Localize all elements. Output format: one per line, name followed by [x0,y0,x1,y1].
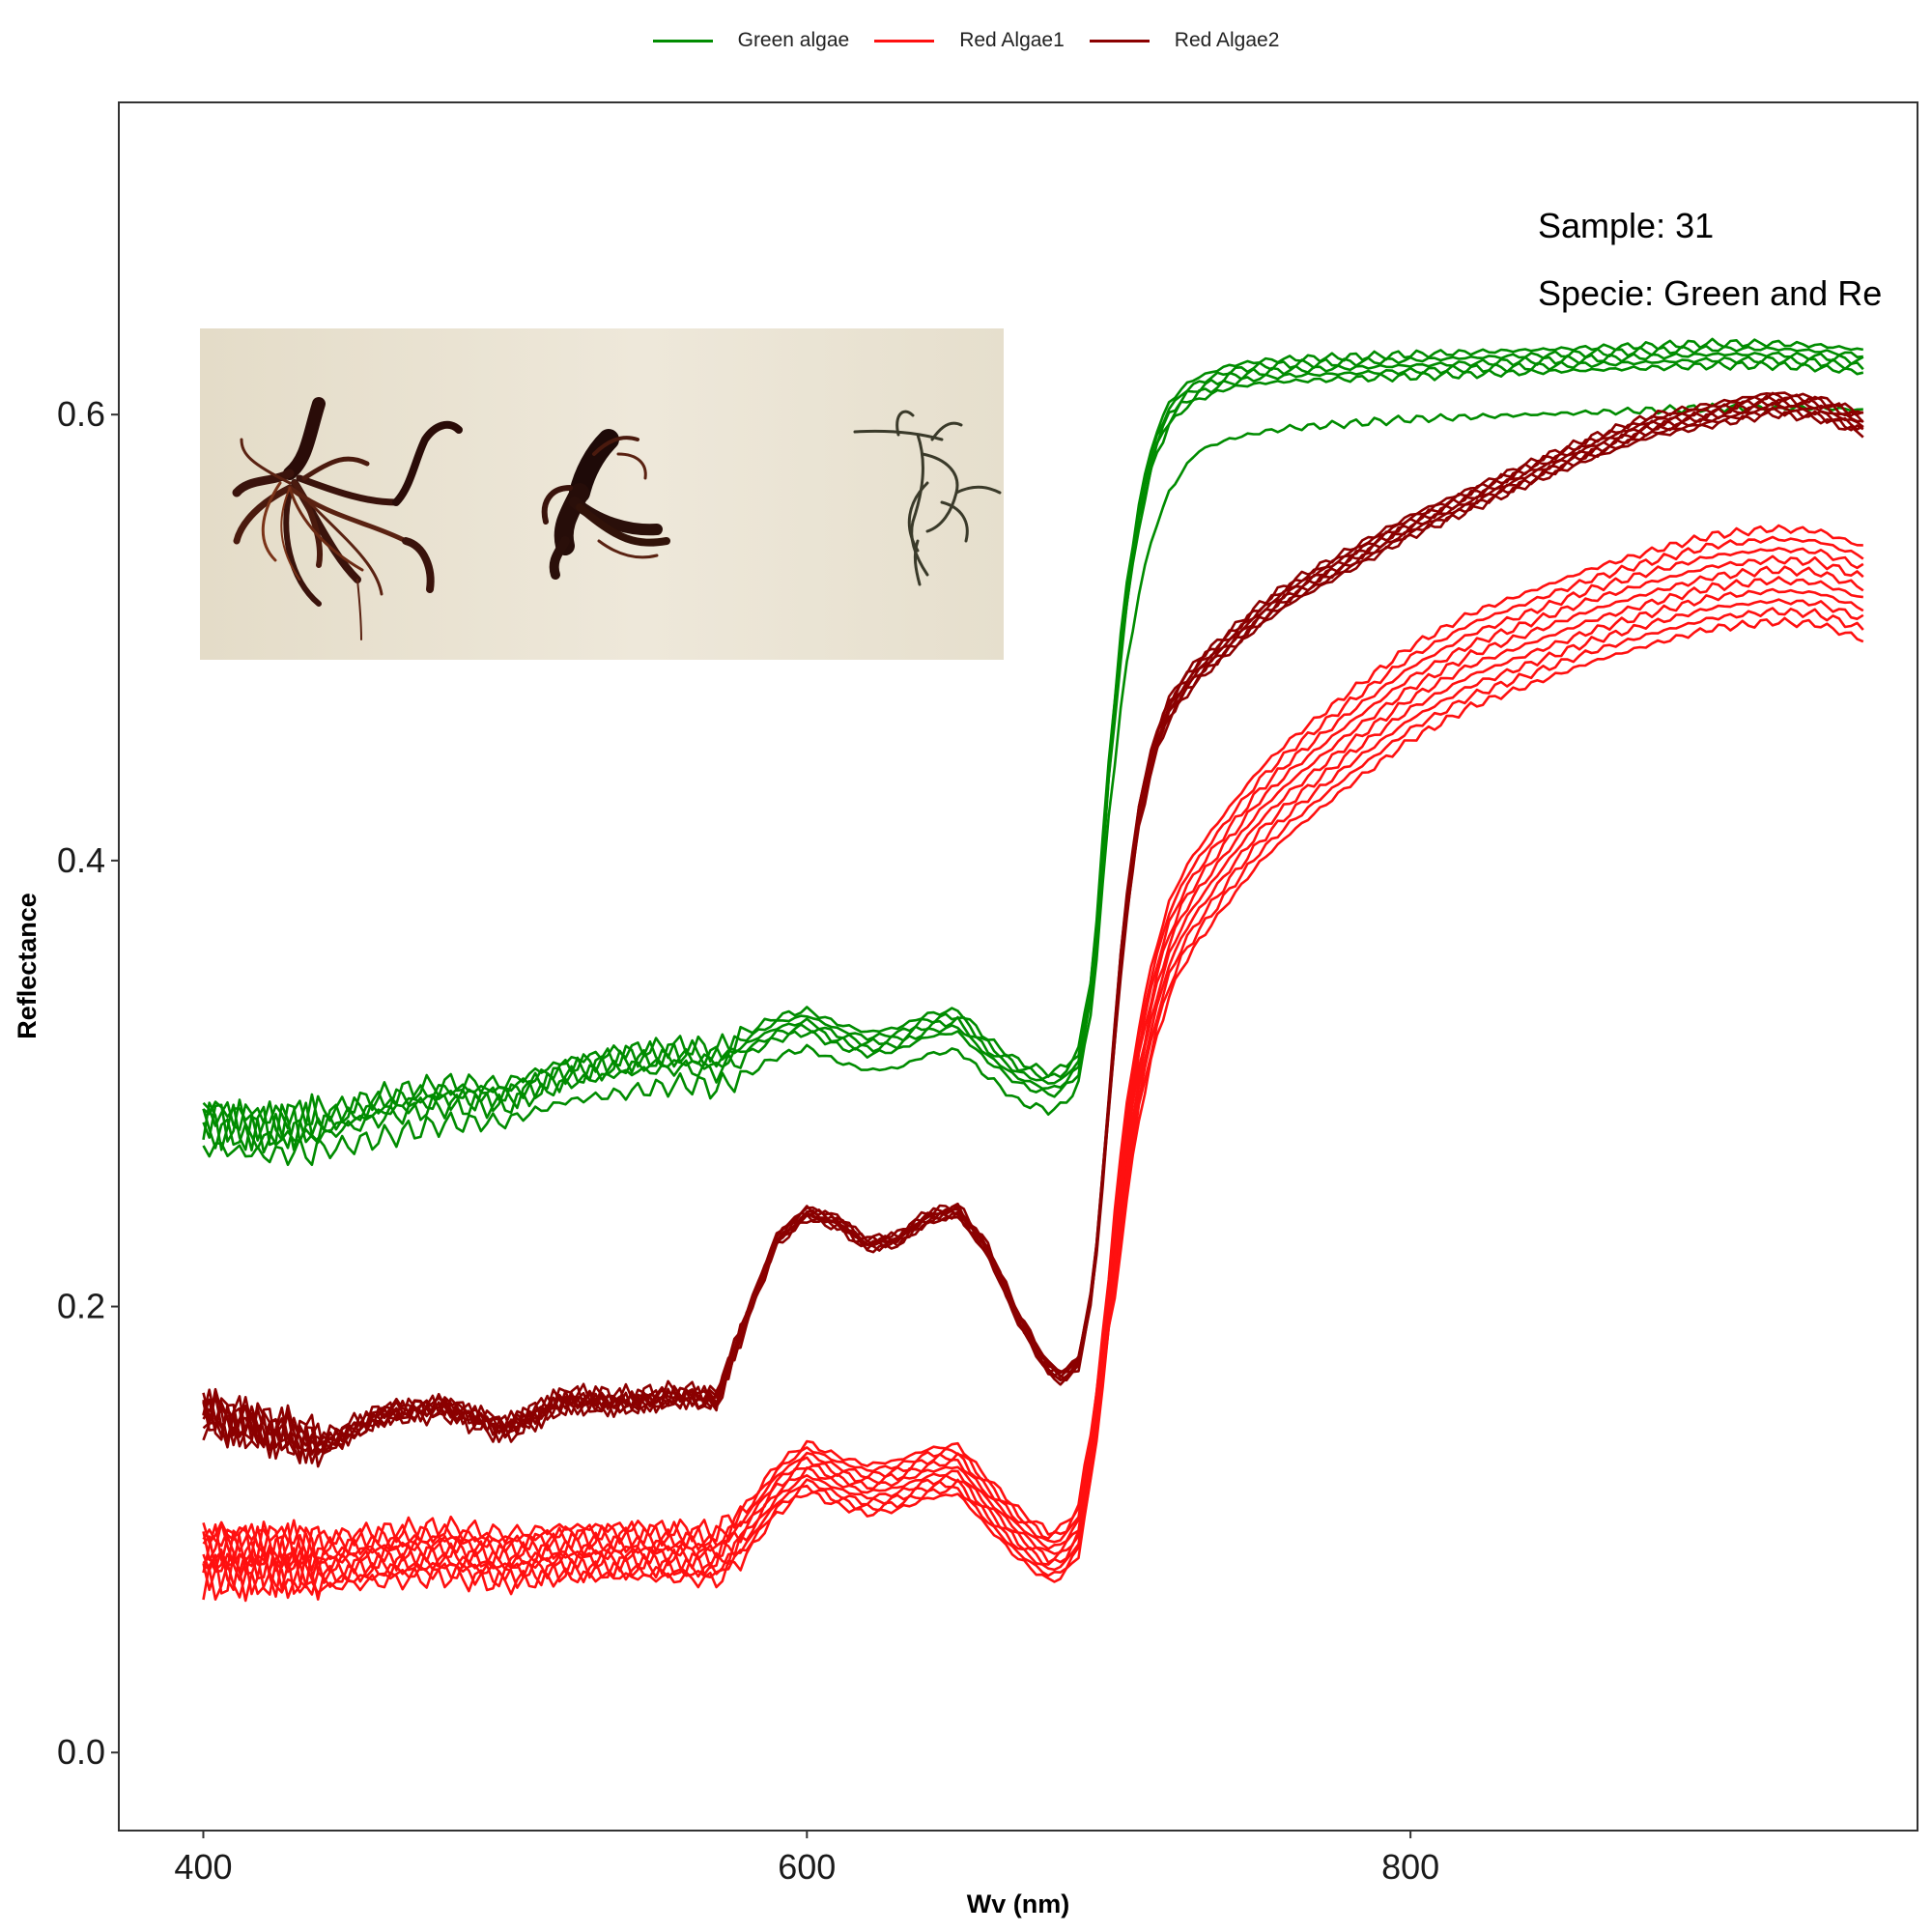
red-algae1-replicate-line [202,535,1864,1565]
photo-background [200,328,1004,660]
legend-label-red-algae1: Red Algae1 [959,29,1065,51]
red-algae-specimen-2 [541,429,670,580]
x-axis-title: Wv (nm) [967,1889,1069,1918]
green-algae-replicate-line [202,337,1864,1130]
red-algae2-replicate-line [202,398,1863,1455]
series-layer [202,337,1864,1603]
y-tick-label: 0.2 [57,1287,105,1326]
green-algae-replicate-line [202,402,1863,1167]
plot-panel [118,101,1918,1832]
y-tick-label: 0.0 [57,1732,105,1772]
algae-specimens-photo [200,328,1004,660]
x-axis: 400 600 800 [174,1831,1439,1887]
x-tick-label: 800 [1381,1847,1439,1887]
red-algae1-replicate-line [202,587,1864,1590]
x-tick-label: 600 [778,1847,836,1887]
legend-label-green-algae: Green algae [737,29,850,51]
green-algae-replicate-line [202,344,1863,1144]
legend-key-red-algae2 [1089,39,1150,43]
legend-key-green-algae [652,39,713,43]
legend-label-red-algae2: Red Algae2 [1174,29,1280,51]
sample-annotation: Sample: 31 [1538,206,1714,245]
red-algae2-replicate-line [202,391,1864,1460]
legend: Green algae Red Algae1 Red Algae2 [0,21,1932,60]
red-algae-specimen-1 [232,397,463,640]
y-axis: 0.0 0.2 0.4 0.6 [57,394,119,1772]
legend-item-red-algae2[interactable]: Red Algae2 [1089,29,1280,52]
y-axis-title: Reflectance [13,893,42,1039]
legend-item-red-algae1[interactable]: Red Algae1 [874,29,1065,52]
red-algae1-replicate-line [202,576,1863,1581]
y-tick-label: 0.6 [57,394,105,434]
green-algae-replicate-line [202,355,1864,1154]
green-algae-specimen [853,410,1002,586]
red-algae1-replicate-line [202,554,1864,1574]
red-algae2-replicate-line [202,410,1864,1455]
y-tick-label: 0.4 [57,840,105,880]
legend-item-green-algae[interactable]: Green algae [652,29,850,52]
legend-key-red-algae1 [874,39,935,43]
red-algae1-replicate-line [202,547,1864,1574]
specie-annotation: Specie: Green and Re [1538,273,1882,313]
red-algae1-replicate-line [202,598,1864,1601]
red-algae1-replicate-line [202,607,1864,1603]
x-tick-label: 400 [174,1847,232,1887]
red-algae1-replicate-line [202,524,1863,1553]
